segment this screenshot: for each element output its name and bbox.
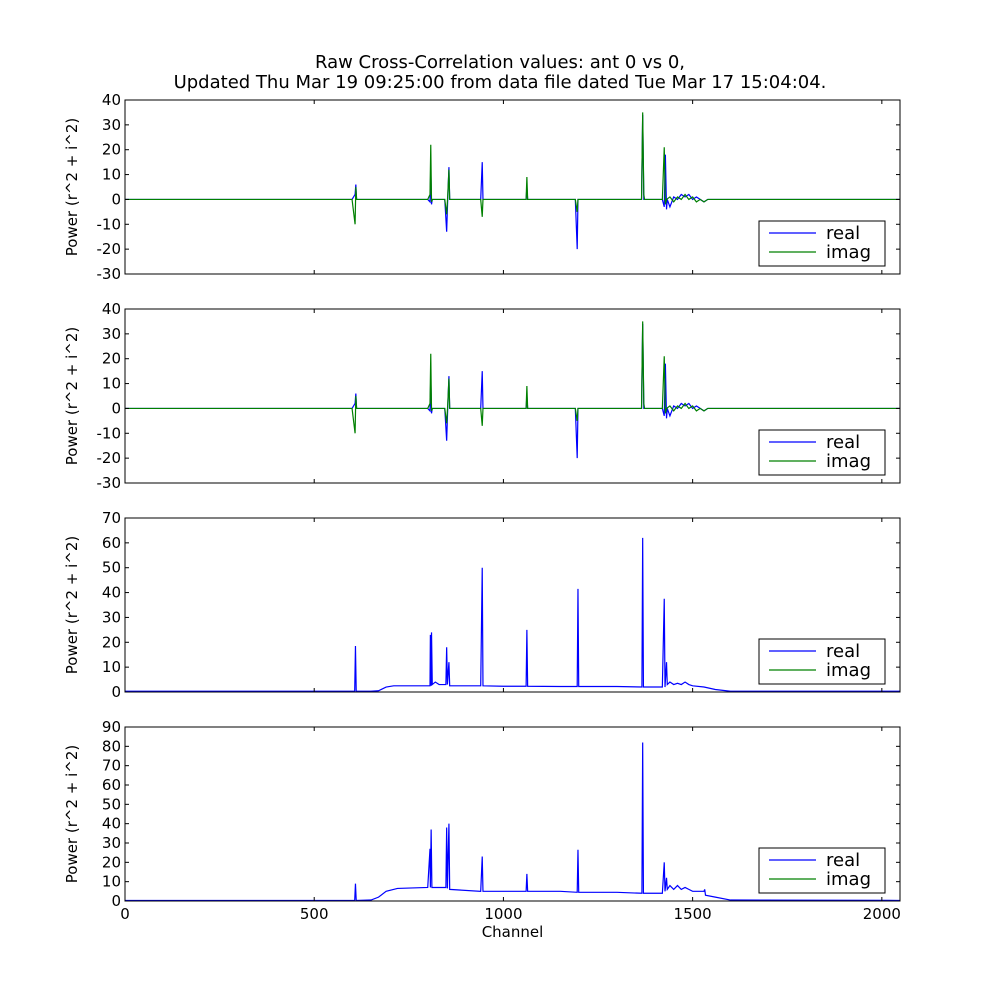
legend-box xyxy=(758,220,886,267)
legend-label-imag: imag xyxy=(826,660,871,681)
y-tick-label: 90 xyxy=(102,718,121,736)
y-tick-label: 10 xyxy=(102,658,121,676)
y-tick-label: 10 xyxy=(102,375,121,393)
y-tick-label: 60 xyxy=(102,534,121,552)
y-tick-label: 20 xyxy=(102,141,121,159)
plot-frame xyxy=(124,517,901,693)
series-line-imag xyxy=(125,112,900,225)
y-tick-label: 40 xyxy=(102,815,121,833)
x-axis-label: Channel xyxy=(482,923,544,941)
legend-label-imag: imag xyxy=(826,451,871,472)
x-tick-label: 1500 xyxy=(674,905,712,923)
series-line-real xyxy=(125,537,900,692)
y-axis-label: Power (r^2 + i^2) xyxy=(63,118,81,257)
y-tick-label: 40 xyxy=(102,91,121,109)
y-tick-label: 0 xyxy=(111,683,121,701)
y-tick-label: 50 xyxy=(102,559,121,577)
y-tick-label: 0 xyxy=(111,892,121,910)
legend-label-real: real xyxy=(826,432,860,453)
y-tick-label: 10 xyxy=(102,873,121,891)
y-tick-label: 30 xyxy=(102,834,121,852)
legend-box xyxy=(758,429,886,476)
y-tick-label: -20 xyxy=(97,449,122,467)
y-tick-label: 20 xyxy=(102,633,121,651)
legend-box xyxy=(758,638,886,685)
plot-frame xyxy=(124,726,901,902)
y-tick-label: 0 xyxy=(111,190,121,208)
chart-title-line-2: Updated Thu Mar 19 09:25:00 from data fi… xyxy=(173,72,827,93)
y-tick-label: 30 xyxy=(102,608,121,626)
y-tick-label: -30 xyxy=(97,474,122,492)
x-tick-label: 1000 xyxy=(484,905,522,923)
y-tick-label: 30 xyxy=(102,116,121,134)
y-tick-label: 10 xyxy=(102,166,121,184)
y-tick-label: -10 xyxy=(97,424,122,442)
x-tick-label: 0 xyxy=(120,905,130,923)
y-tick-label: 40 xyxy=(102,584,121,602)
y-tick-label: 70 xyxy=(102,757,121,775)
y-tick-label: 30 xyxy=(102,325,121,343)
legend-box xyxy=(758,847,886,894)
plot-frame xyxy=(124,99,901,275)
y-tick-label: -30 xyxy=(97,265,122,283)
subplot-1: -30 -20 -10 0 10 20 30 40 Power (r^2 + i^2) reali… xyxy=(63,91,901,283)
y-tick-label: 60 xyxy=(102,776,121,794)
y-tick-label: 20 xyxy=(102,853,121,871)
series-line-imag xyxy=(125,321,900,434)
y-tick-label: 0 xyxy=(111,399,121,417)
y-tick-label: 50 xyxy=(102,795,121,813)
y-axis-label: Power (r^2 + i^2) xyxy=(63,536,81,675)
legend-label-real: real xyxy=(826,850,860,871)
legend-label-imag: imag xyxy=(826,242,871,263)
chart-title-line-1: Raw Cross-Correlation values: ant 0 vs 0… xyxy=(314,52,686,73)
y-tick-label: 20 xyxy=(102,350,121,368)
y-tick-label: -20 xyxy=(97,240,122,258)
y-tick-label: 40 xyxy=(102,300,121,318)
y-axis-label: Power (r^2 + i^2) xyxy=(63,327,81,466)
y-tick-label: 80 xyxy=(102,737,121,755)
x-tick-label: 2000 xyxy=(863,905,901,923)
legend-label-imag: imag xyxy=(826,869,871,890)
x-tick-label: 500 xyxy=(300,905,329,923)
y-axis-label: Power (r^2 + i^2) xyxy=(63,745,81,884)
series-line-real xyxy=(125,742,900,901)
legend-label-real: real xyxy=(826,223,860,244)
plot-frame xyxy=(124,308,901,484)
legend-label-real: real xyxy=(826,641,860,662)
y-tick-label: -10 xyxy=(97,215,122,233)
y-tick-label: 70 xyxy=(102,509,121,527)
subplot-2: -30 -20 -10 0 10 20 30 40 Power (r^2 + i^2) reali… xyxy=(63,300,901,492)
